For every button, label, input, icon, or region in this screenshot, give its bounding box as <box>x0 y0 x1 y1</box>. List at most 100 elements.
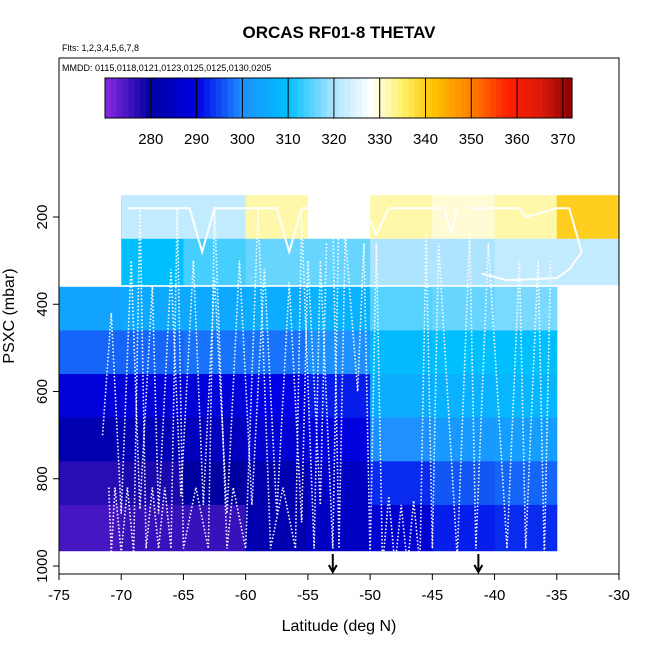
x-tick-label: -40 <box>484 587 506 604</box>
colorbar-swatch <box>157 78 164 118</box>
heatmap-cell <box>245 330 309 377</box>
colorbar-swatch <box>414 78 421 118</box>
colorbar-swatch <box>262 78 270 118</box>
colorbar-swatch <box>536 78 544 118</box>
colorbar-swatch <box>420 78 427 118</box>
colorbar-swatch <box>227 78 235 118</box>
heatmap-cell <box>183 330 247 377</box>
y-tick-label: 400 <box>34 292 51 317</box>
colorbar-swatch <box>180 78 188 118</box>
colorbar-swatch <box>402 78 410 118</box>
plot-frame <box>58 57 620 575</box>
heatmap-cell <box>121 461 184 508</box>
x-tick-label: -45 <box>421 587 443 604</box>
heatmap-cell <box>370 330 433 377</box>
colorbar-swatch <box>268 78 275 118</box>
heatmap-cell <box>494 238 558 286</box>
colorbar-swatch <box>344 78 351 118</box>
colorbar-swatch <box>274 78 281 118</box>
heatmap-cell <box>432 417 496 464</box>
heatmap-cell <box>121 374 184 421</box>
heatmap-cell <box>121 504 184 552</box>
heatmap-cell <box>245 238 309 286</box>
colorbar-tick-label: 280 <box>138 131 163 148</box>
marker-arrow-head <box>327 564 338 575</box>
chart-title: ORCAS RF01-8 THETAV <box>242 23 436 42</box>
colorbar-swatch <box>478 78 486 118</box>
colorbar-swatch <box>297 78 305 118</box>
heatmap-cell <box>370 286 433 334</box>
colorbar-swatch <box>455 78 462 118</box>
heatmap-cell <box>432 195 496 242</box>
colorbar-swatch <box>320 78 328 118</box>
heatmap-cell <box>245 286 309 334</box>
marker-arrow-head <box>473 564 484 575</box>
colorbar-swatch <box>338 78 345 118</box>
colorbar-swatch <box>385 78 392 118</box>
heatmap-cell <box>59 461 122 508</box>
colorbar-swatch <box>496 78 503 118</box>
heatmap-cell <box>432 374 496 421</box>
heatmap-cell <box>59 417 122 464</box>
flight-track-solid <box>469 207 583 282</box>
colorbar-tick-label: 320 <box>321 131 346 148</box>
colorbar-swatch <box>396 78 404 118</box>
colorbar-swatch <box>373 78 380 118</box>
heatmap-cell <box>432 461 496 508</box>
colorbar-swatch <box>116 78 124 118</box>
colorbar-tick-label: 310 <box>276 131 301 148</box>
heatmap-cell <box>556 238 620 286</box>
heatmap-cell <box>432 330 496 377</box>
flight-tracks <box>101 207 583 567</box>
colorbar-tick-label: 300 <box>230 131 255 148</box>
colorbar-swatch <box>350 78 357 118</box>
colorbar-swatch <box>303 78 310 118</box>
colorbar-swatch <box>163 78 170 118</box>
heatmap-cell <box>307 238 371 286</box>
colorbar-tick-label: 330 <box>367 131 392 148</box>
flight-track-dotted <box>101 243 328 523</box>
heatmap-cell <box>183 374 247 421</box>
colorbar-swatch <box>361 78 369 118</box>
chart-subtitle-flights: Flts: 1,2,3,4,5,6,7,8 <box>62 43 139 53</box>
colorbar-swatch <box>110 78 118 118</box>
x-tick-label: -35 <box>546 587 568 604</box>
x-tick-label: -55 <box>297 587 319 604</box>
heatmap-cell <box>121 195 184 242</box>
heatmap-cell <box>121 330 184 377</box>
colorbar-swatch <box>548 78 556 118</box>
colorbar-tick-label: 290 <box>184 131 209 148</box>
heatmap-cell <box>370 504 433 552</box>
y-tick-label: 800 <box>34 466 51 491</box>
colorbar-swatch <box>391 78 398 118</box>
colorbar-swatch <box>332 78 340 118</box>
heatmap-cell <box>494 374 558 421</box>
heatmap-cell <box>494 286 558 334</box>
colorbar-swatch <box>315 78 322 118</box>
heatmap-cell <box>494 461 558 508</box>
heatmap-cell <box>245 504 309 552</box>
colorbar-swatch <box>291 78 299 118</box>
colorbar-swatch <box>285 78 293 118</box>
colorbar-swatch <box>256 78 264 118</box>
colorbar-swatch <box>426 78 433 118</box>
colorbar-tick-label: 370 <box>550 131 575 148</box>
colorbar-swatch <box>186 78 194 118</box>
colorbar-swatch <box>443 78 451 118</box>
heatmap-cell <box>183 504 247 552</box>
colorbar-swatch <box>379 78 386 118</box>
heatmap-cell <box>59 330 122 377</box>
colorbar-swatch <box>250 78 258 118</box>
colorbar-swatch <box>309 78 316 118</box>
colorbar-swatch <box>169 78 176 118</box>
heatmap-cell <box>183 286 247 334</box>
heatmap-cell <box>183 417 247 464</box>
colorbar-swatch <box>175 78 182 118</box>
colorbar-swatch <box>280 78 287 118</box>
flight-track-dotted <box>107 208 340 553</box>
flight-track-dotted <box>331 216 552 567</box>
heatmap-cell <box>307 330 371 377</box>
flight-track-solid <box>127 207 327 256</box>
colorbar-swatch <box>449 78 456 118</box>
